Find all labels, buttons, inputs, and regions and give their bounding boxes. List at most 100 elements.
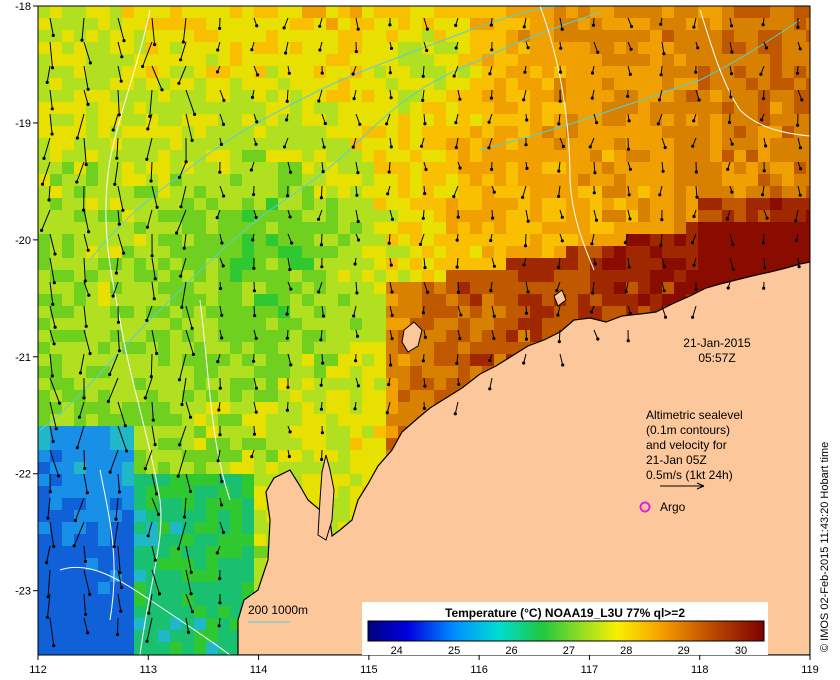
sst-cell [158, 546, 171, 559]
velocity-vector-head [222, 98, 226, 102]
sst-cell [122, 450, 135, 463]
sst-cell [302, 78, 315, 91]
sst-cell [518, 162, 531, 175]
sst-cell [230, 498, 243, 511]
sst-cell [158, 414, 171, 427]
sst-cell [74, 210, 87, 223]
sst-cell [614, 102, 627, 115]
sst-cell [158, 270, 171, 283]
velocity-vector [74, 497, 85, 521]
sst-cell [506, 114, 519, 127]
velocity-vector [151, 497, 159, 515]
sst-cell [86, 594, 99, 607]
sst-cell [386, 390, 399, 403]
sst-cell [626, 174, 639, 187]
velocity-vector-head [487, 120, 491, 124]
sst-cell [134, 126, 147, 139]
sst-cell [110, 378, 123, 391]
velocity-vector-head [288, 215, 292, 219]
sst-cell [542, 162, 555, 175]
sst-cell [194, 582, 207, 595]
sst-cell [470, 294, 483, 307]
velocity-vector-head [125, 449, 129, 453]
sst-cell [338, 510, 351, 523]
sst-cell [386, 222, 399, 235]
sst-cell [350, 198, 363, 211]
sst-cell [446, 6, 459, 19]
sst-cell [290, 42, 303, 55]
sst-cell [578, 90, 591, 103]
sst-cell [482, 294, 495, 307]
sst-cell [134, 198, 147, 211]
sst-cell [98, 138, 111, 151]
sst-cell [326, 186, 339, 199]
sst-cell [98, 174, 111, 187]
sst-cell [254, 498, 267, 511]
sst-cell [38, 282, 51, 295]
sst-cell [386, 90, 399, 103]
velocity-vector-head [221, 264, 225, 268]
sst-cell [170, 66, 183, 79]
sst-cell [182, 498, 195, 511]
sst-cell [242, 306, 255, 319]
sst-cell [338, 438, 351, 451]
sst-cell [698, 222, 711, 235]
sst-cell [554, 78, 567, 91]
velocity-vector-head [560, 215, 564, 219]
velocity-vector-head [255, 24, 259, 28]
sst-cell [194, 414, 207, 427]
sst-cell [98, 366, 111, 379]
sst-cell [182, 558, 195, 571]
sst-cell [98, 66, 111, 79]
velocity-vector [76, 425, 85, 448]
sst-cell [122, 306, 135, 319]
sst-cell [326, 330, 339, 343]
sst-cell [122, 270, 135, 283]
sst-cell [374, 414, 387, 427]
sst-cell [302, 66, 315, 79]
velocity-vector-head [252, 432, 257, 436]
sst-cell [134, 270, 147, 283]
sst-cell [122, 210, 135, 223]
sst-cell [218, 582, 231, 595]
velocity-vector [625, 281, 629, 292]
sst-cell [590, 174, 603, 187]
sst-cell [206, 150, 219, 163]
sst-cell [578, 246, 591, 259]
sst-cell [602, 138, 615, 151]
velocity-vector-head [558, 99, 562, 103]
velocity-vector-head [626, 94, 630, 98]
velocity-vector [149, 89, 153, 117]
sst-cell [350, 174, 363, 187]
sst-cell [290, 450, 303, 463]
sst-cell [482, 234, 495, 247]
sst-cell [74, 174, 87, 187]
velocity-vector [150, 353, 153, 377]
velocity-vector-head [82, 396, 86, 400]
velocity-vector [389, 281, 393, 293]
sst-cell [554, 174, 567, 187]
velocity-vector-head [389, 145, 393, 149]
sst-cell [182, 150, 195, 163]
sst-cell [710, 186, 723, 199]
sst-cell [62, 258, 75, 271]
velocity-vector [114, 161, 119, 185]
sst-cell [170, 54, 183, 67]
velocity-vector-head [220, 336, 224, 340]
sst-cell [230, 558, 243, 571]
sst-cell [146, 510, 159, 523]
velocity-vector-head [488, 72, 492, 76]
velocity-vector-head [590, 96, 594, 100]
sst-cell [74, 186, 87, 199]
sst-cell [362, 222, 375, 235]
velocity-vector [83, 209, 90, 232]
sst-cell [206, 42, 219, 55]
sst-cell [206, 138, 219, 151]
velocity-vector [423, 17, 428, 30]
sst-cell [158, 654, 171, 655]
sst-cell [206, 474, 219, 487]
sst-cell [170, 402, 183, 415]
sst-cell [194, 318, 207, 331]
velocity-vector [47, 569, 51, 597]
sst-cell [146, 78, 159, 91]
